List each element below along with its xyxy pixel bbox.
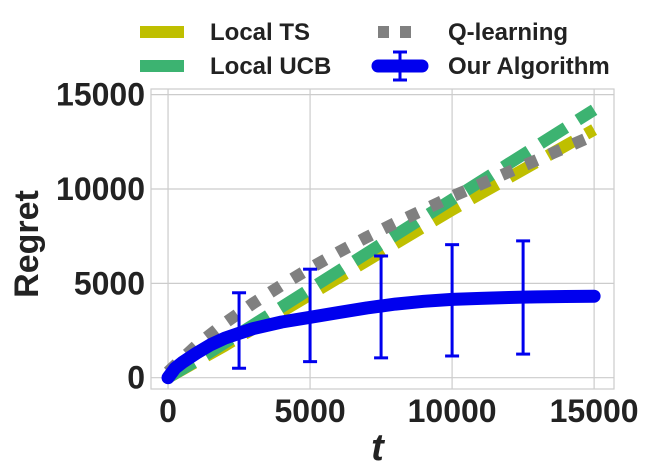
legend: Local TS Local UCB Q-learning Our Algorithm [140,19,610,82]
x-tick-label: 10000 [408,393,497,429]
legend-item-q-learning: Q-learning [378,19,568,46]
legend-label: Local TS [210,19,310,46]
legend-item-local-ucb: Local UCB [140,53,331,80]
x-tick-label: 5000 [274,393,345,429]
x-tick-label: 15000 [550,393,639,429]
series-line-local-ts [165,124,598,383]
series-our-algorithm [161,239,601,385]
error-bar [303,267,318,364]
legend-item-local-ts: Local TS [140,19,310,46]
y-tick-label: 5000 [74,265,145,301]
series-local-ts [165,124,598,383]
y-tick-label: 0 [127,360,145,396]
x-tick-label: 0 [159,393,177,429]
plot-frame [150,88,615,390]
y-tick-labels: 0 5000 10000 15000 [56,77,145,396]
legend-label: Local UCB [210,53,331,80]
series-local-ucb [164,104,598,383]
x-tick-labels: 0 5000 10000 15000 [159,393,638,429]
error-bar [516,239,531,356]
error-bar [445,243,460,358]
y-tick-label: 15000 [56,77,145,113]
series-line-local-ucb [164,104,598,383]
y-axis-label: Regret [8,190,46,298]
series-layer [161,104,601,385]
legend-item-our-algorithm: Our Algorithm [371,50,610,82]
x-axis-label: t [371,427,385,469]
legend-label: Q-learning [448,19,568,46]
legend-label: Our Algorithm [448,53,610,80]
error-bar [232,291,247,370]
error-bar [374,254,389,360]
series-line-our-algorithm [161,289,601,385]
y-tick-label: 10000 [56,171,145,207]
